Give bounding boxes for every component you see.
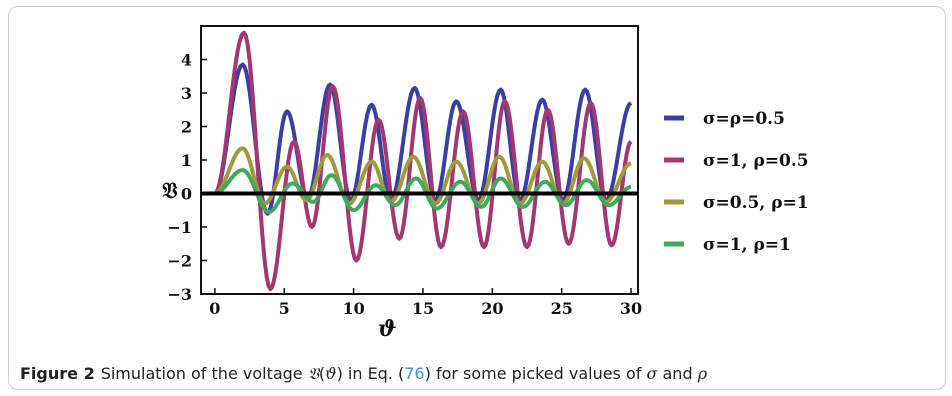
x-axis-label: ϑ [378, 316, 397, 342]
figure-label: Figure 2 [20, 364, 95, 383]
x-tick-label: 0 [209, 299, 220, 318]
legend: σ=ρ=0.5 σ=1, ρ=0.5 σ=0.5, ρ=1 σ=1, ρ=1 [664, 109, 809, 255]
theta-symbol: ϑ [325, 364, 337, 383]
y-tick-label: 1 [181, 151, 192, 170]
figure-caption: Figure 2 Simulation of the voltage 𝔙(ϑ) i… [20, 364, 708, 383]
sigma-symbol: σ [646, 364, 658, 383]
y-tick-label: −2 [167, 252, 192, 271]
y-axis-label: 𝔙 [162, 178, 178, 204]
legend-label-2: σ=1, ρ=0.5 [703, 151, 809, 171]
y-tick-label: −3 [167, 285, 192, 304]
equation-link[interactable]: 76 [404, 364, 425, 383]
caption-text-1: Simulation of the voltage [100, 364, 308, 383]
legend-label-4: σ=1, ρ=1 [703, 235, 791, 255]
x-tick-label: 20 [481, 299, 503, 318]
voltage-symbol: 𝔙 [307, 364, 319, 383]
rho-symbol: ρ [697, 364, 708, 383]
x-tick-label: 5 [279, 299, 290, 318]
y-tick-label: 2 [181, 118, 192, 137]
caption-text-2: ) in Eq. ( [336, 364, 405, 383]
legend-label-1: σ=ρ=0.5 [703, 109, 785, 129]
x-tick-label: 10 [342, 299, 364, 318]
y-tick-label: 4 [181, 51, 192, 70]
series-line-2 [213, 30, 633, 291]
y-tick-label: 0 [181, 185, 192, 204]
caption-text-3: ) for some picked values of [424, 364, 647, 383]
x-tick-label: 25 [551, 299, 573, 318]
series-layer [213, 30, 633, 291]
legend-label-3: σ=0.5, ρ=1 [703, 193, 809, 213]
x-tick-label: 30 [620, 299, 642, 318]
caption-and: and [657, 364, 698, 383]
x-tick-label: 15 [412, 299, 434, 318]
y-tick-label: −1 [167, 218, 192, 237]
y-tick-label: 3 [181, 84, 192, 103]
